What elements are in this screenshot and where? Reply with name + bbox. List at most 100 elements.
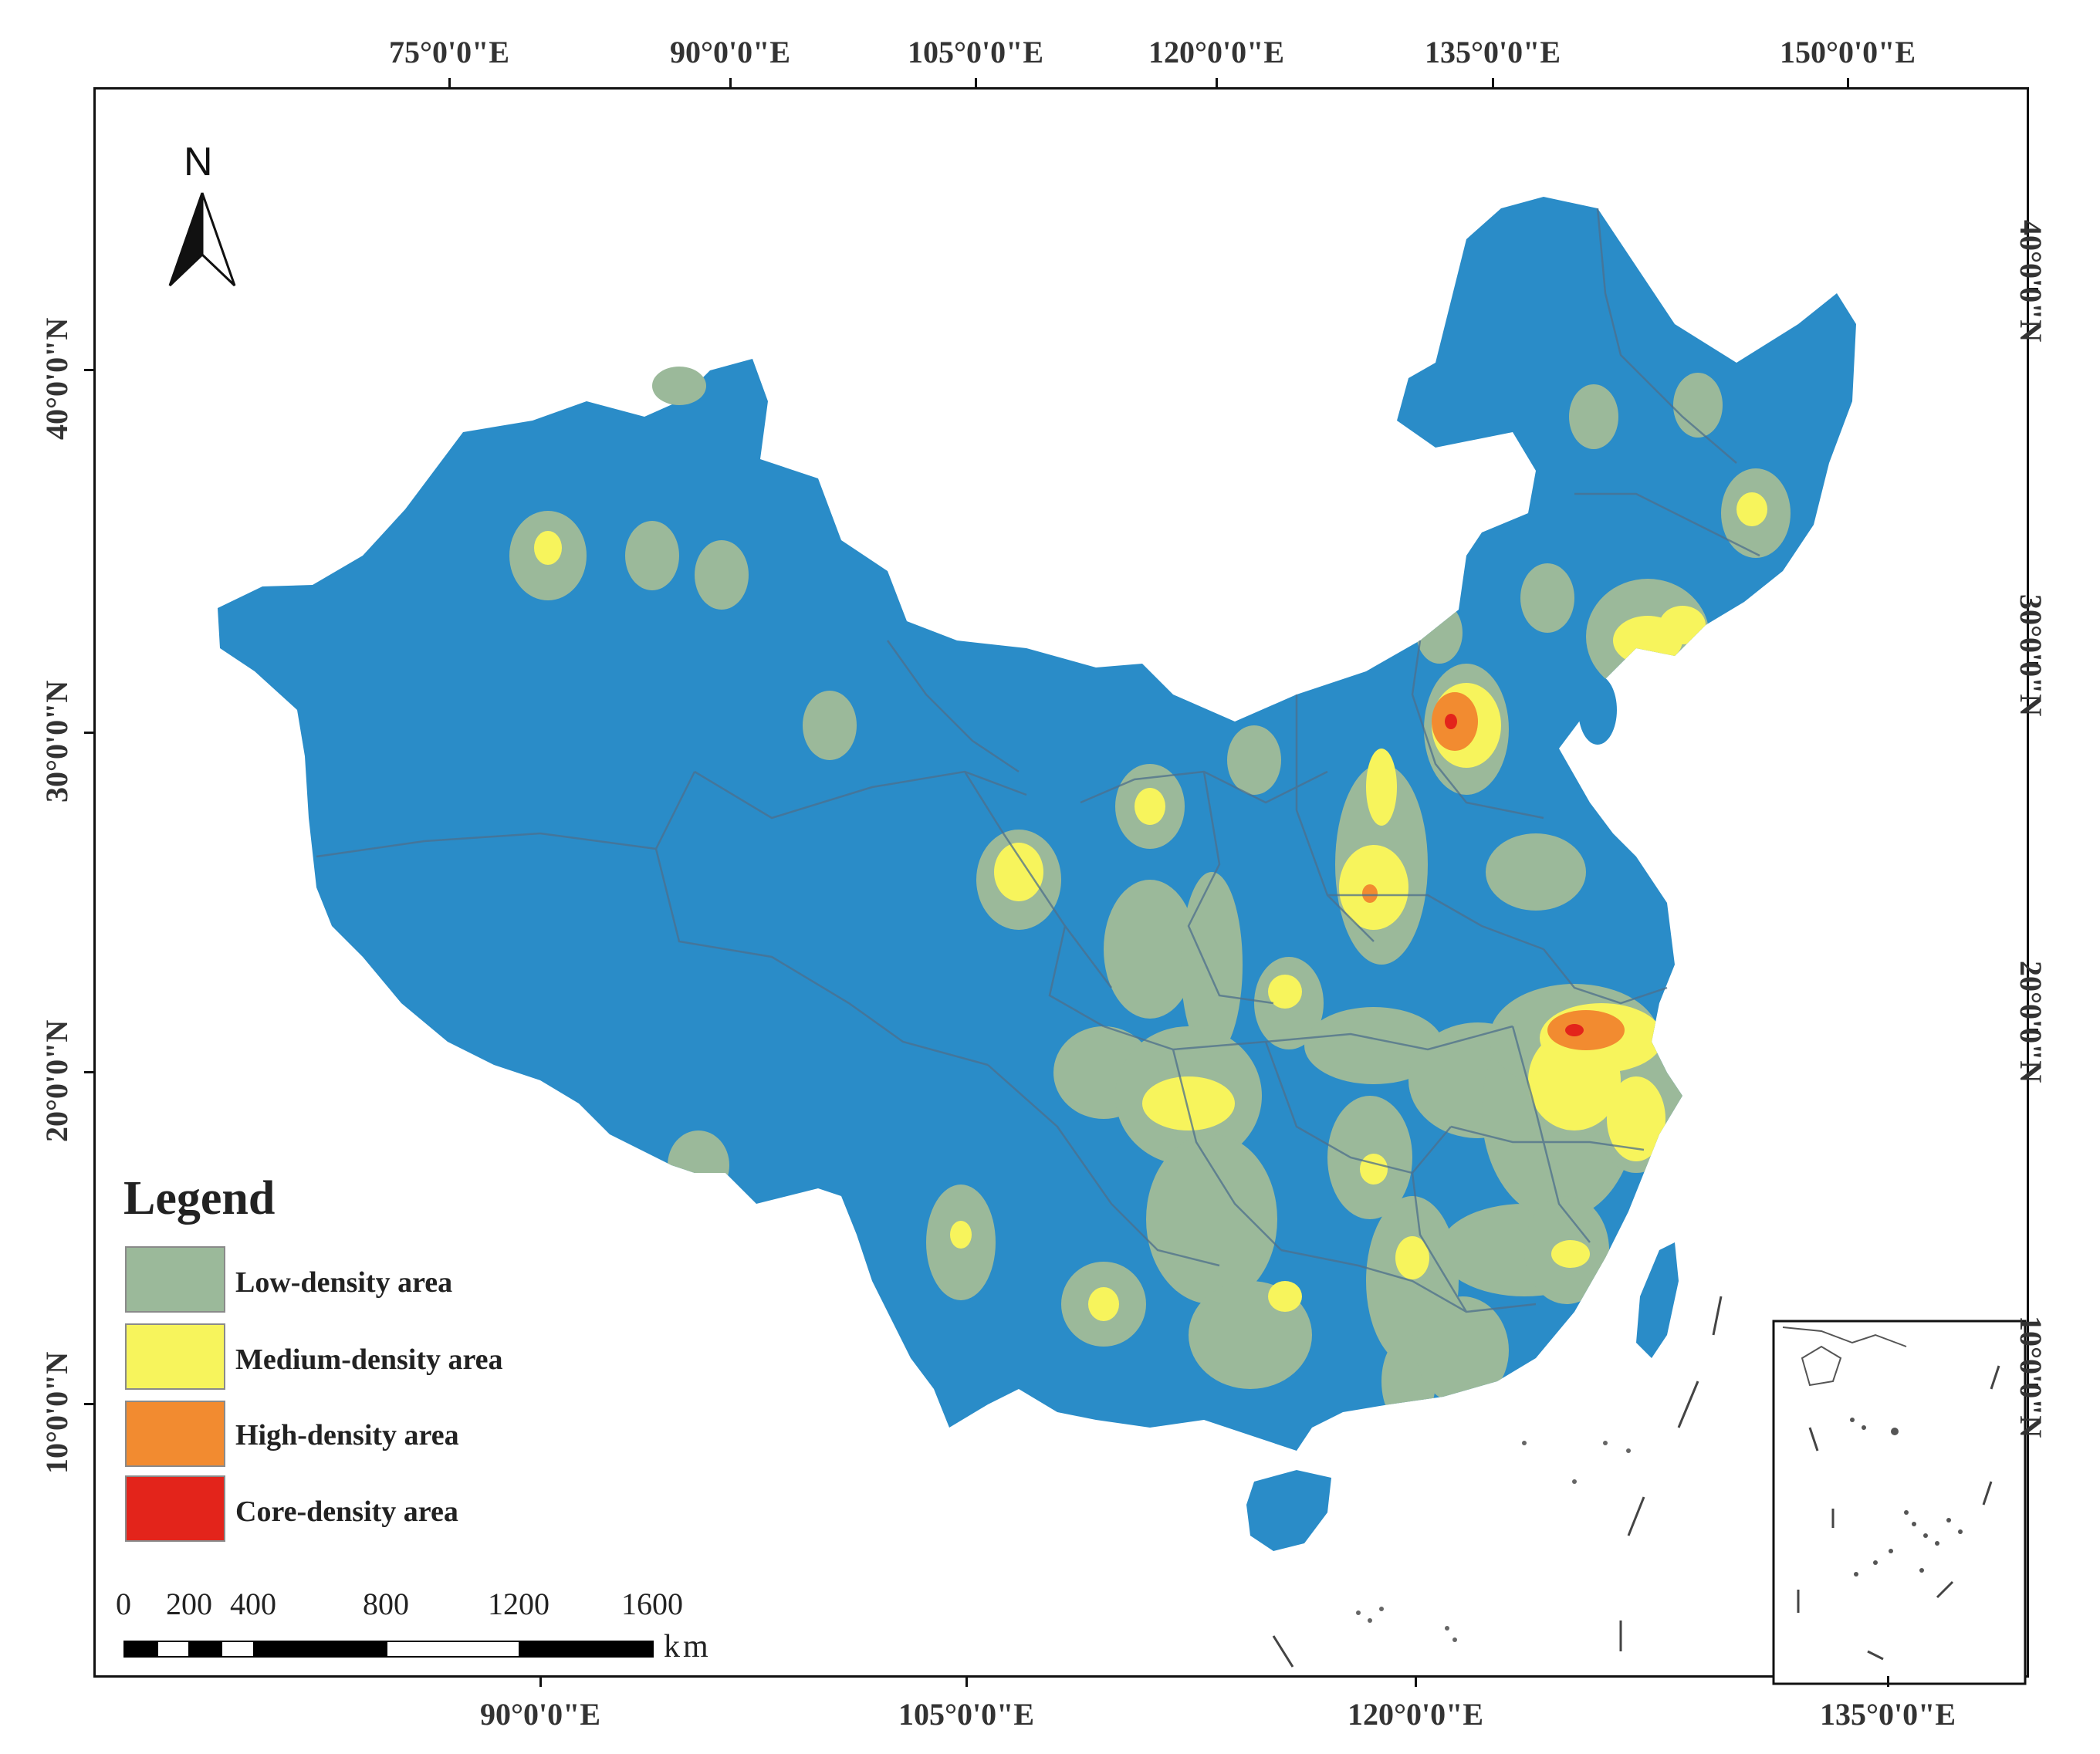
inset-islet (1854, 1572, 1858, 1577)
inset-dash (1808, 1427, 1819, 1452)
taiwan-island (1636, 1242, 1679, 1358)
low-zone (1569, 384, 1618, 449)
medium-zone (1360, 1154, 1388, 1185)
island-dash (1677, 1381, 1699, 1428)
high-zone (1362, 884, 1378, 903)
medium-zone (1366, 749, 1397, 826)
inset-dashes (1797, 1365, 2000, 1661)
inset-islet (1958, 1529, 1963, 1534)
tick-top (975, 78, 977, 89)
medium-zone (1395, 1236, 1429, 1279)
inset-islet (1946, 1518, 1951, 1522)
core-zone (1565, 1024, 1584, 1036)
inset-islet (1935, 1541, 1939, 1546)
tick-bottom (1415, 1676, 1417, 1687)
island-dash (1272, 1635, 1294, 1668)
boundary-line (1187, 771, 1274, 1005)
boundary-line (1511, 1026, 1591, 1243)
boundary-line (1327, 894, 1544, 951)
island-dash (1627, 1496, 1645, 1536)
low-zone (1673, 373, 1723, 438)
province-boundaries (316, 208, 1760, 1313)
low-zone (1104, 880, 1196, 1019)
boundary-line (1295, 695, 1375, 942)
inset-islets (1850, 1418, 1963, 1577)
scale-bar-segment (188, 1641, 222, 1658)
tick-bottom (965, 1676, 968, 1687)
land-area (218, 197, 1856, 1551)
legend-label-high: High-density area (235, 1419, 459, 1452)
scale-tick-label: 800 (363, 1587, 409, 1621)
legend-label-core: Core-density area (235, 1495, 458, 1528)
north-arrow-icon (168, 192, 236, 287)
low-zone (1146, 1134, 1277, 1304)
low-zone (1416, 1296, 1509, 1404)
longitude-label-top: 135°0'0"E (1425, 35, 1561, 69)
boundary-line (1574, 492, 1760, 557)
low-zone (332, 984, 386, 1038)
north-arrow-outline (168, 192, 204, 287)
low-zone (1520, 563, 1574, 633)
inset-islet (1873, 1560, 1878, 1565)
low-zone (668, 1130, 729, 1200)
low-zone (803, 691, 857, 760)
boundary-line (1103, 1025, 1513, 1051)
medium-zone (1088, 1287, 1119, 1321)
tick-top (1216, 78, 1218, 89)
inset-islet (1891, 1428, 1899, 1435)
latitude-label-left: 10°0'0"N (39, 1351, 74, 1474)
tick-bottom (1887, 1676, 1889, 1687)
low-zone (1227, 725, 1281, 795)
longitude-label-top: 120°0'0"E (1148, 35, 1284, 69)
liaodong-peninsula (1578, 675, 1617, 745)
medium-zone (1268, 1281, 1302, 1312)
scale-tick-label: 1600 (621, 1587, 683, 1621)
medium-zone (1736, 492, 1767, 526)
scale-bar-segment (519, 1641, 654, 1658)
medium-zone (1142, 1076, 1235, 1130)
south-china-sea-inset (1772, 1320, 2027, 1685)
latitude-label-right: 20°0'0"N (2014, 961, 2048, 1083)
inset-islet (1919, 1568, 1924, 1573)
scale-tick-label: 400 (230, 1587, 276, 1621)
tick-top (1492, 78, 1494, 89)
medium-zone (534, 531, 562, 565)
islet (1626, 1448, 1631, 1453)
core-zone (1445, 714, 1457, 729)
density-zones (332, 373, 1791, 1428)
north-label: N (184, 140, 213, 184)
inset-islet (1923, 1533, 1928, 1538)
longitude-label-bottom: 105°0'0"E (898, 1697, 1034, 1732)
inset-islet (1850, 1418, 1855, 1422)
longitude-label-top: 75°0'0"E (389, 35, 509, 69)
low-zone (1416, 602, 1463, 664)
islet (1356, 1610, 1361, 1615)
boundary-line (987, 1064, 1220, 1267)
inset-islet (1904, 1510, 1909, 1515)
inset-islet (1912, 1522, 1916, 1526)
hainan-island (1246, 1470, 1331, 1551)
scale-bar-segment (157, 1641, 190, 1658)
medium-zone (1607, 1076, 1665, 1161)
islet (1522, 1441, 1527, 1445)
legend-label-low: Low-density area (235, 1266, 453, 1299)
scale-unit: km (664, 1629, 712, 1664)
low-zone (695, 540, 749, 610)
inset-dash (1982, 1481, 1993, 1506)
scale-bar-segment (386, 1641, 520, 1658)
tick-bottom (539, 1676, 542, 1687)
low-zone (1181, 872, 1243, 1057)
tick-top (1847, 78, 1849, 89)
tick-left (84, 369, 95, 371)
longitude-label-top: 90°0'0"E (670, 35, 790, 69)
boundary-line (1543, 948, 1668, 1005)
scale-bar-segment (253, 1641, 387, 1658)
boundary-line (1172, 1049, 1282, 1251)
high-zone (1547, 1010, 1625, 1050)
medium-zone (1135, 788, 1165, 825)
medium-zone (1528, 1030, 1621, 1130)
latitude-label-left: 40°0'0"N (39, 317, 74, 440)
tick-top (729, 78, 732, 89)
boundary-line (886, 640, 1020, 773)
